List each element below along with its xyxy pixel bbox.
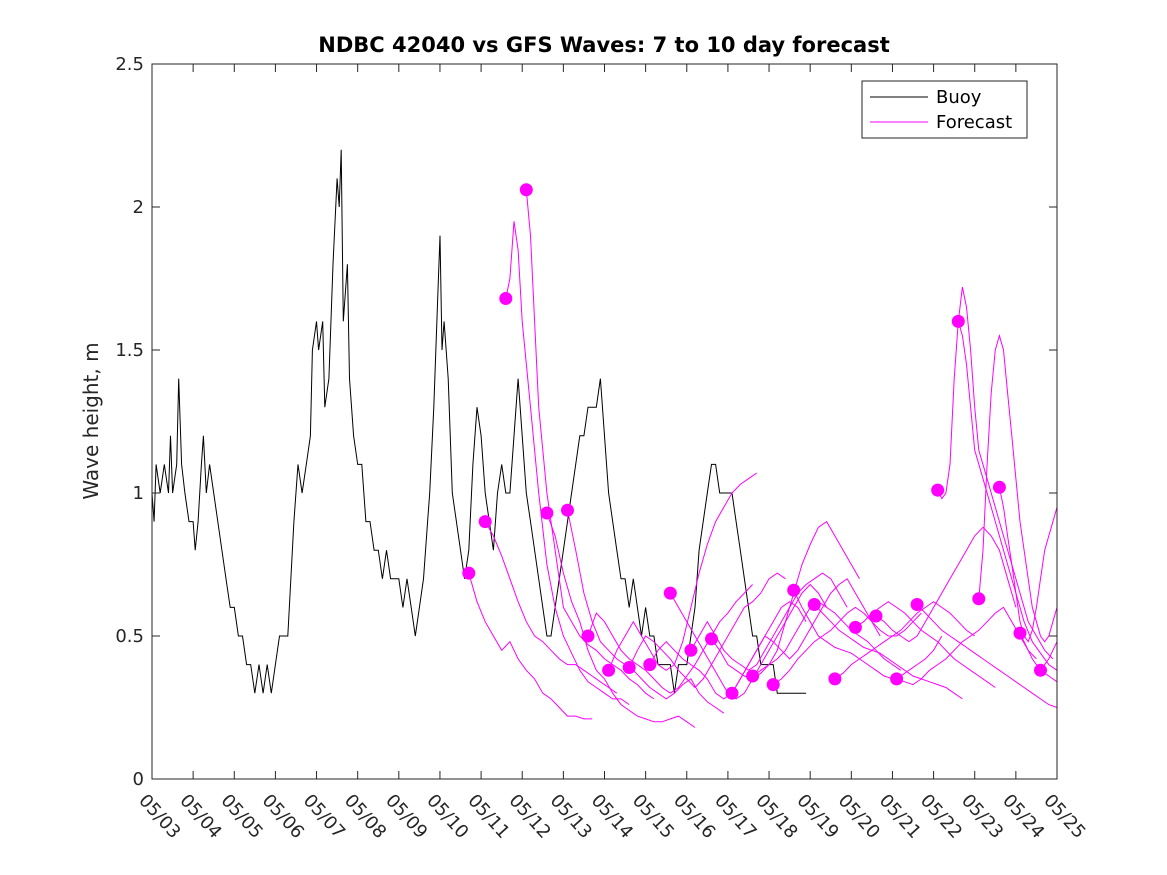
forecast-series-line (608, 472, 757, 671)
forecast-marker (684, 643, 698, 657)
forecast-series-line (546, 512, 696, 728)
forecast-marker (807, 598, 821, 611)
forecast-series-line (711, 520, 860, 680)
forecast-series-line (998, 487, 1058, 643)
y-tick-label: 2 (133, 197, 144, 218)
forecast-marker (787, 583, 801, 597)
forecast-series-line (505, 221, 630, 706)
y-tick-label: 0.5 (115, 626, 144, 647)
y-axis-label: Wave height, m (79, 342, 103, 499)
forecast-series-line (978, 333, 1058, 643)
y-tick-label: 1 (133, 483, 144, 504)
forecast-marker (869, 609, 883, 623)
forecast-series-line (813, 604, 963, 700)
forecast-series-line (793, 589, 943, 680)
forecast-series-line (916, 604, 1058, 708)
forecast-series-line (468, 572, 593, 720)
forecast-marker (499, 292, 513, 305)
forecast-marker (622, 661, 636, 674)
forecast-series-line (896, 606, 1037, 686)
forecast-marker (848, 620, 862, 634)
y-tick-label: 1.5 (115, 340, 144, 361)
forecast-marker (1013, 626, 1027, 640)
forecast-series-line (957, 321, 1058, 671)
forecast-series-line (484, 521, 618, 694)
forecast-series-line (587, 584, 753, 694)
y-tick-label: 2.5 (115, 54, 144, 75)
forecast-series-line (937, 286, 1054, 660)
forecast-marker (643, 658, 657, 672)
forecast-marker (931, 483, 945, 497)
y-tick-label: 0 (133, 769, 144, 790)
legend-buoy-label: Buoy (936, 87, 982, 108)
forecast-series-line (628, 572, 786, 689)
forecast-marker (705, 632, 718, 646)
forecast-marker (725, 686, 739, 700)
legend: Buoy Forecast (861, 80, 1028, 139)
forecast-marker (663, 586, 677, 600)
forecast-marker (890, 672, 904, 686)
forecast-marker (951, 314, 965, 328)
forecast-marker (581, 629, 595, 643)
forecast-series-line (752, 601, 901, 677)
forecast-marker (519, 183, 533, 197)
forecast-marker (746, 669, 760, 683)
plot-area (152, 64, 1057, 779)
forecast-marker (972, 592, 986, 606)
forecast-marker (602, 663, 616, 677)
forecast-series-line (834, 601, 975, 680)
forecast-marker (561, 503, 574, 517)
legend-forecast-label: Forecast (936, 112, 1012, 133)
forecast-marker (828, 672, 842, 686)
forecast-series-line (731, 578, 881, 694)
forecast-marker (462, 566, 476, 580)
forecast-marker (766, 678, 780, 692)
legend-box (861, 80, 1028, 139)
chart-title: NDBC 42040 vs GFS Waves: 7 to 10 day for… (318, 33, 889, 57)
forecast-series-line (669, 583, 828, 700)
forecast-marker (540, 506, 554, 520)
forecast-marker (992, 480, 1006, 494)
forecast-series-line (772, 606, 922, 686)
forecast-marker (1034, 663, 1047, 677)
series-layer (151, 149, 1058, 728)
forecast-series-line (855, 601, 996, 688)
forecast-marker (478, 515, 492, 529)
forecast-series-line (567, 510, 725, 714)
forecast-marker (910, 598, 924, 611)
forecast-series-line (875, 526, 1017, 643)
buoy-series-line (151, 149, 807, 694)
